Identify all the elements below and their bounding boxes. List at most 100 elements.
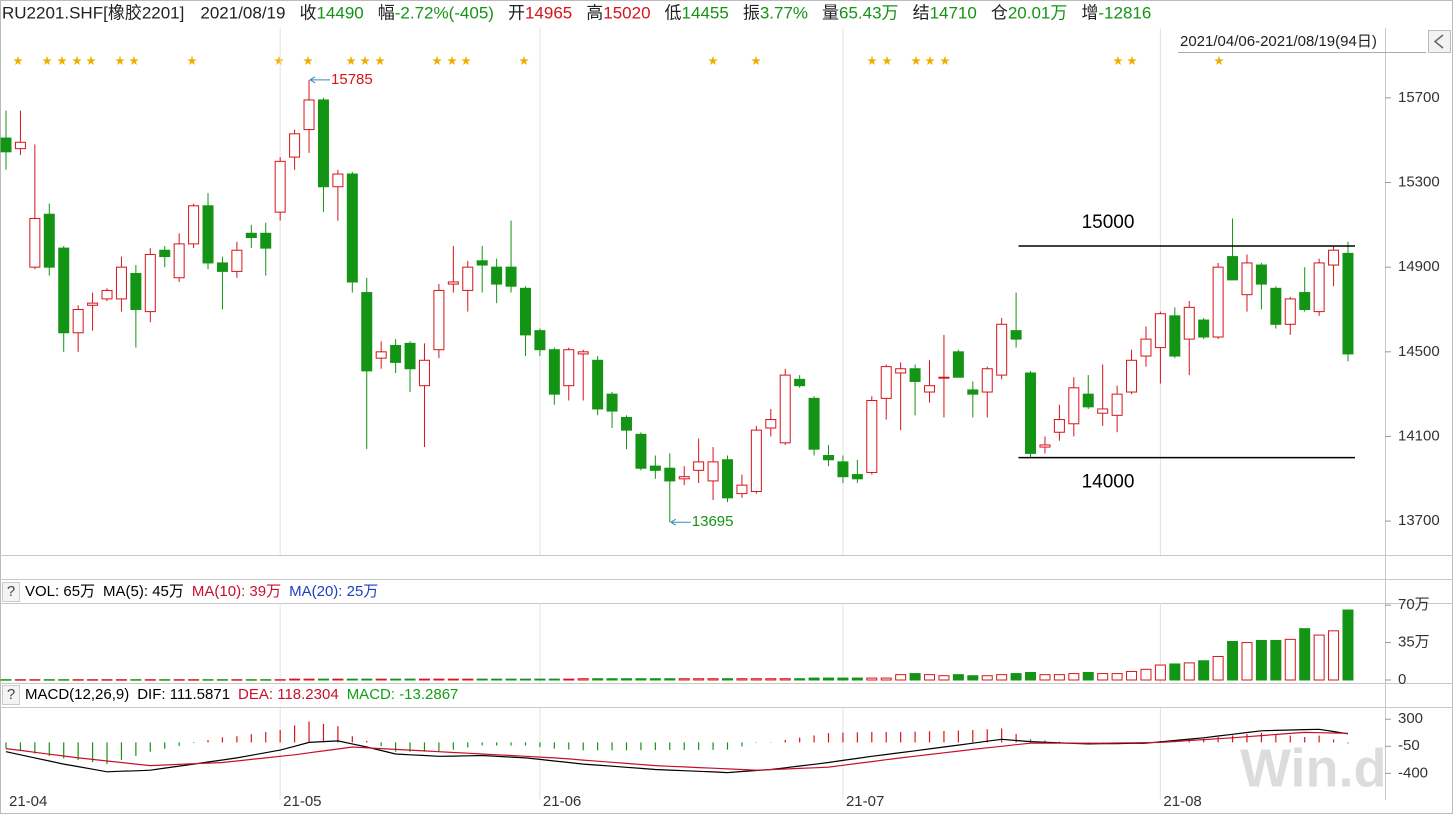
volume-bar	[260, 679, 272, 681]
candle-body	[289, 133, 301, 158]
header-text: 20.01万	[1008, 3, 1068, 22]
header-text: 幅	[378, 3, 395, 22]
candle-body	[418, 359, 430, 387]
candle-body	[678, 476, 690, 480]
header-text: 开	[508, 3, 525, 22]
y-tick-label: 35万	[1398, 634, 1430, 651]
candle-body	[693, 461, 705, 471]
volume-bar	[1082, 672, 1094, 681]
volume-bar	[765, 678, 777, 681]
volume-bar	[1097, 673, 1109, 681]
candle-body	[101, 289, 113, 300]
candle-body	[981, 368, 993, 393]
candle-body	[43, 213, 55, 268]
x-tick-label: 21-06	[543, 793, 581, 810]
candle-body	[880, 366, 892, 399]
legend-entry: MA(10): 39万	[192, 583, 281, 600]
candle-body	[14, 141, 26, 150]
volume-bar	[1154, 664, 1166, 681]
volume-bar	[779, 678, 791, 681]
volume-bar	[592, 678, 604, 681]
volume-bar	[303, 678, 315, 681]
candle-body	[851, 474, 863, 480]
volume-bar	[375, 678, 387, 681]
candle-body	[1241, 262, 1253, 296]
y-tick-label: 70万	[1398, 596, 1430, 613]
volume-bar	[534, 678, 546, 681]
header-text: -2.72%(-405)	[395, 3, 494, 22]
volume-bar	[794, 678, 806, 681]
scroll-button[interactable]	[1428, 30, 1451, 53]
date-range: 2021/04/06-2021/08/19(94日)	[1180, 33, 1377, 50]
scroll-button-box[interactable]	[1428, 30, 1451, 53]
volume-bar	[1270, 639, 1282, 681]
x-tick-label: 21-05	[283, 793, 321, 810]
candle-body	[0, 137, 12, 153]
level-label: 14000	[1082, 472, 1135, 493]
help-icon-box	[2, 582, 20, 602]
candle-body	[866, 399, 878, 473]
volume-bar	[664, 678, 676, 681]
candle-body	[952, 351, 964, 378]
candle-body	[346, 173, 358, 283]
header-text: 14490	[316, 3, 363, 22]
candle-body	[87, 302, 99, 306]
candle-body	[130, 273, 142, 310]
candle-body	[1039, 444, 1051, 448]
candle-body	[606, 393, 618, 412]
y-tick-label: -400	[1398, 764, 1428, 781]
candle-body	[664, 467, 676, 482]
candle-body	[563, 349, 575, 387]
volume-bar	[1255, 639, 1267, 681]
candle-body	[173, 243, 185, 279]
candle-body	[216, 262, 228, 272]
help-icon: ?	[7, 686, 15, 703]
volume-bar	[678, 678, 690, 681]
volume-bar	[1284, 638, 1296, 681]
candle-body	[592, 359, 604, 410]
candle-body	[895, 368, 907, 374]
volume-bar	[649, 678, 661, 681]
volume-bar	[361, 678, 373, 681]
header-text: 低	[665, 3, 682, 22]
volume-bar	[289, 678, 301, 681]
volume-bar	[404, 678, 416, 681]
volume-bar	[635, 678, 647, 681]
help-icon-box	[2, 685, 20, 705]
legend-entry: MA(20): 25万	[289, 583, 378, 600]
header-text: 65.43万	[839, 3, 899, 22]
header-text: 量	[822, 3, 839, 22]
candle-body	[188, 205, 200, 245]
candle-body	[808, 397, 820, 450]
candle-body	[1270, 287, 1282, 325]
candle-body	[29, 217, 41, 268]
volume-bar	[101, 679, 113, 681]
volume-bar	[1169, 663, 1181, 681]
volume-bar	[72, 679, 84, 681]
y-tick-label: 15300	[1398, 173, 1440, 190]
volume-bar	[216, 679, 228, 681]
candle-body	[361, 292, 373, 372]
header-text: 14965	[525, 3, 572, 22]
volume-bar	[1111, 673, 1123, 681]
candle-body	[938, 376, 950, 379]
header-text: 高	[586, 3, 603, 22]
help-icon: ?	[7, 583, 15, 600]
y-tick-label: 13700	[1398, 512, 1440, 529]
candle-body	[1010, 330, 1022, 340]
volume-bar	[346, 678, 358, 681]
candle-body	[491, 266, 503, 285]
candle-body	[635, 433, 647, 469]
candle-body	[1140, 338, 1152, 357]
candle-body	[1126, 359, 1138, 393]
candle-body	[837, 461, 849, 478]
volume-bar	[433, 678, 445, 681]
header-text: 14455	[682, 3, 729, 22]
candle-body	[1328, 249, 1340, 266]
header-text: 增	[1081, 3, 1098, 22]
volume-bar	[693, 678, 705, 681]
candle-body	[1342, 252, 1354, 355]
candle-body	[144, 253, 156, 313]
candle-body	[765, 419, 777, 429]
